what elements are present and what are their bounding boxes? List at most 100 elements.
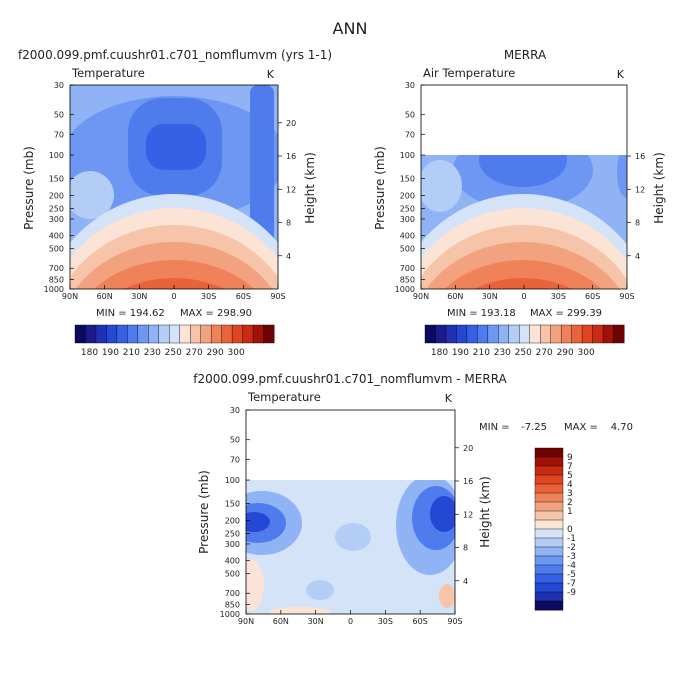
y-tick-label: 250	[49, 204, 64, 213]
panel-c-max-value: 4.70	[611, 422, 633, 433]
colorbar-label: 2	[567, 498, 573, 508]
colorbar-swatch	[534, 510, 564, 521]
colorbar-label: 4	[567, 480, 573, 490]
colorbar-label: 250	[515, 348, 532, 358]
y-tick-label: 100	[225, 476, 240, 485]
colorbar-label: 230	[144, 348, 161, 358]
y-tick-label: 1000	[44, 285, 64, 294]
colorbar-swatch	[534, 546, 564, 557]
panel-a-max: MAX = 298.90	[180, 308, 252, 319]
panel-c-plot	[246, 480, 455, 614]
y-tick-label: 100	[400, 151, 415, 160]
y-tick-label: 200	[400, 191, 415, 200]
colorbar-label: 210	[123, 348, 140, 358]
colorbar-swatch	[534, 564, 564, 575]
colorbar-swatch	[560, 324, 573, 344]
colorbar-swatch	[534, 582, 564, 593]
south-cool-core	[430, 496, 455, 532]
colorbar-label: -3	[567, 552, 576, 562]
colorbar-swatch	[435, 324, 447, 344]
colorbar-label: -2	[567, 543, 576, 553]
y-tick-label: 1000	[220, 610, 240, 619]
x-tick-label: 30N	[308, 617, 324, 626]
colorbar-swatch	[252, 324, 265, 344]
panel-c-title: f2000.099.pmf.cuushr01.c701_nomflumvm - …	[193, 372, 507, 386]
colorbar-swatch	[74, 324, 86, 344]
y-tick-label: 150	[49, 175, 64, 184]
panel-a-axes: 90N 60N 30N 0 30S 60S 90S 30 50 70 100 150 200 250 300…	[44, 81, 297, 301]
colorbar-swatch	[534, 474, 564, 485]
x-tick-label: 0	[348, 617, 353, 626]
height-tick-label: 20	[463, 444, 473, 453]
height-tick-label: 12	[463, 510, 473, 519]
colorbar-swatch	[487, 324, 499, 344]
contour-band-5	[93, 260, 255, 289]
x-tick-label: 60S	[413, 617, 428, 626]
colorbar-label: 190	[102, 348, 119, 358]
cold-core-inner	[146, 124, 206, 170]
y-tick-label: 300	[400, 215, 415, 224]
panel-a-ylabel: Pressure (mb)	[22, 146, 36, 230]
height-tick-label: 8	[286, 219, 291, 228]
panel-a-colorbar: 180 190 210 230 250 270 290 300	[74, 324, 275, 358]
panel-b-colorbar: 180 190 210 230 250 270 290 300	[424, 324, 625, 358]
colorbar-swatch	[179, 324, 191, 344]
panel-c-axes: 90N 60N 30N 0 30S 60S 90S 30 50 70 100 150 200 250 300…	[220, 406, 474, 626]
colorbar-swatch	[456, 324, 468, 344]
height-tick-label: 16	[463, 477, 473, 486]
height-tick-label: 12	[286, 185, 296, 194]
colorbar-swatch	[127, 324, 139, 344]
height-tick-label: 16	[635, 152, 645, 161]
x-tick-label: 90S	[447, 617, 462, 626]
panel-b-axes: 90N 60N 30N 0 30S 60S 90S 30 50 70 100 150 200 250 300…	[395, 81, 646, 301]
height-tick-label: 4	[286, 252, 291, 261]
colorbar-swatch	[592, 324, 604, 344]
colorbar-label: -9	[567, 588, 576, 598]
y-tick-label: 50	[230, 436, 240, 445]
colorbar-label: 5	[567, 471, 573, 481]
south-pole-cold-strip	[250, 85, 274, 265]
colorbar-swatch	[221, 324, 233, 344]
height-tick-label: 4	[635, 252, 640, 261]
colorbar-label: 250	[165, 348, 182, 358]
equatorial-cool-spot	[335, 523, 371, 551]
panel-c-max-label: MAX =	[564, 422, 598, 433]
subtropical-cool-spot	[306, 580, 334, 600]
y-tick-label: 300	[49, 215, 64, 224]
colorbar-label: 270	[536, 348, 553, 358]
colorbar-swatch	[116, 324, 128, 344]
y-tick-label: 700	[400, 264, 415, 273]
panel-b-variable: Air Temperature	[423, 66, 515, 80]
height-tick-label: 4	[463, 577, 468, 586]
height-tick-label: 12	[635, 185, 645, 194]
panel-c-min-label: MIN =	[479, 422, 510, 433]
y-tick-label: 50	[405, 111, 415, 120]
colorbar-swatch	[242, 324, 254, 344]
y-tick-label: 150	[225, 500, 240, 509]
y-tick-label: 200	[49, 191, 64, 200]
colorbar-swatch	[550, 324, 562, 344]
x-tick-label: 90N	[62, 292, 78, 301]
north-upper-cool-core	[246, 512, 270, 532]
panel-b-plot	[421, 155, 627, 289]
colorbar-label: 290	[207, 348, 224, 358]
colorbar-swatch	[534, 555, 564, 566]
colorbar-swatch	[95, 324, 107, 344]
colorbar-label: -1	[567, 534, 576, 544]
colorbar-swatch	[529, 324, 541, 344]
y-tick-label: 850	[400, 276, 415, 285]
colorbar-swatch	[602, 324, 615, 344]
y-tick-label: 500	[225, 570, 240, 579]
panel-c-variable: Temperature	[247, 390, 321, 404]
panel-b-units: K	[617, 68, 625, 81]
panel-c-units: K	[445, 392, 453, 405]
colorbar-label: 180	[81, 348, 98, 358]
colorbar-swatch	[534, 501, 564, 512]
colorbar-swatch	[466, 324, 478, 344]
x-tick-label: 90S	[270, 292, 285, 301]
colorbar-label: 300	[578, 348, 595, 358]
contour-band-5	[444, 260, 602, 289]
y-tick-label: 850	[49, 276, 64, 285]
y-tick-label: 400	[49, 232, 64, 241]
